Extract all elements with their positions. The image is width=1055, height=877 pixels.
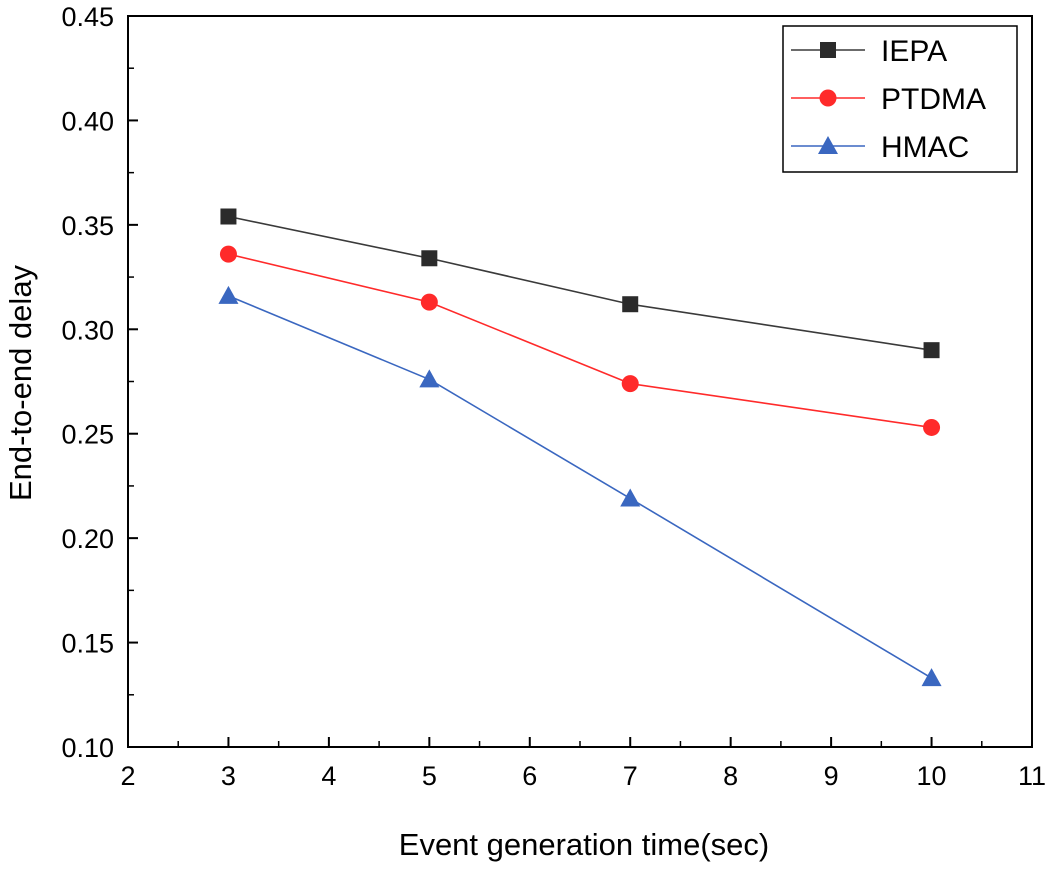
y-axis-title: End-to-end delay: [3, 264, 38, 501]
x-tick-label: 9: [824, 761, 839, 791]
y-tick-label: 0.25: [61, 420, 114, 450]
y-tick-label: 0.20: [61, 524, 114, 554]
data-point-ptdma: [420, 293, 438, 311]
x-tick-label: 10: [917, 761, 947, 791]
legend-marker-iepa: [820, 42, 836, 58]
data-point-iepa: [220, 208, 237, 225]
data-point-iepa: [923, 342, 940, 359]
x-tick-label: 2: [120, 761, 135, 791]
data-point-ptdma: [923, 418, 941, 436]
x-tick-label: 5: [422, 761, 437, 791]
data-point-ptdma: [219, 245, 237, 263]
series-line-ptdma: [228, 253, 932, 429]
data-point-hmac: [218, 285, 239, 304]
x-tick-label: 7: [623, 761, 638, 791]
y-tick-label: 0.30: [61, 315, 114, 345]
x-tick-label: 11: [1018, 761, 1046, 791]
data-point-hmac: [419, 369, 440, 388]
x-axis-title: Event generation time(sec): [399, 827, 769, 862]
series-hmac: [218, 285, 942, 687]
legend-marker-ptdma: [819, 89, 837, 107]
data-point-iepa: [622, 296, 639, 313]
y-tick-label: 0.40: [61, 106, 114, 136]
y-axis: 0.10 0.15 0.20 0.25 0.30 0.35 0.40 0.45: [61, 2, 138, 763]
legend-marker-hmac: [818, 136, 838, 154]
y-tick-label: 0.35: [61, 211, 114, 241]
x-axis: 2 3 4 5 6 7 8 9 10 11: [120, 737, 1046, 791]
legend-label-hmac: HMAC: [881, 131, 969, 164]
series-line-iepa: [228, 215, 932, 351]
data-point-ptdma: [621, 375, 639, 393]
x-tick-label: 3: [221, 761, 236, 791]
y-tick-label: 0.10: [61, 733, 114, 763]
series-iepa: [220, 208, 940, 359]
y-tick-label: 0.45: [61, 2, 114, 32]
legend: IEPA PTDMA HMAC: [782, 25, 1018, 173]
data-point-hmac: [921, 668, 942, 687]
legend-label-ptdma: PTDMA: [881, 83, 986, 116]
y-tick-label: 0.15: [61, 629, 114, 659]
legend-label-iepa: IEPA: [881, 35, 947, 68]
data-point-hmac: [620, 488, 641, 507]
series-line-hmac: [228, 295, 932, 679]
data-point-iepa: [421, 250, 438, 267]
series-layer: [218, 208, 942, 687]
x-tick-label: 6: [522, 761, 537, 791]
x-tick-label: 8: [723, 761, 738, 791]
x-tick-label: 4: [321, 761, 336, 791]
series-ptdma: [219, 245, 941, 436]
